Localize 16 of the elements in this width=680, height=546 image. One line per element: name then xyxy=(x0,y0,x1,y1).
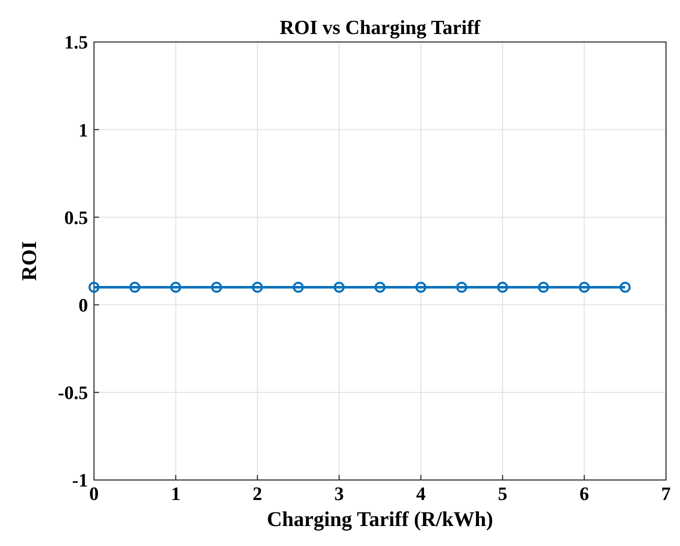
y-tick-label: 0 xyxy=(78,295,88,316)
x-tick-label: 1 xyxy=(170,484,180,505)
y-axis-title: ROI xyxy=(17,241,41,281)
x-axis-title: Charging Tariff (R/kWh) xyxy=(266,507,494,531)
x-tick-label: 7 xyxy=(661,484,672,505)
y-tick-label: -1 xyxy=(72,470,88,492)
x-tick-label: 2 xyxy=(252,484,262,505)
y-tick-label: 0.5 xyxy=(64,208,88,229)
x-tick-label: 4 xyxy=(416,484,426,505)
x-tick-label: 5 xyxy=(498,484,508,505)
y-tick-label: 1.5 xyxy=(64,32,88,54)
x-tick-label: 3 xyxy=(334,484,344,505)
y-tick-label: -0.5 xyxy=(58,383,88,404)
y-tick-label: 1 xyxy=(78,120,88,142)
x-tick-label: 6 xyxy=(580,484,590,505)
chart-title: ROI vs Charging Tariff xyxy=(280,17,481,39)
